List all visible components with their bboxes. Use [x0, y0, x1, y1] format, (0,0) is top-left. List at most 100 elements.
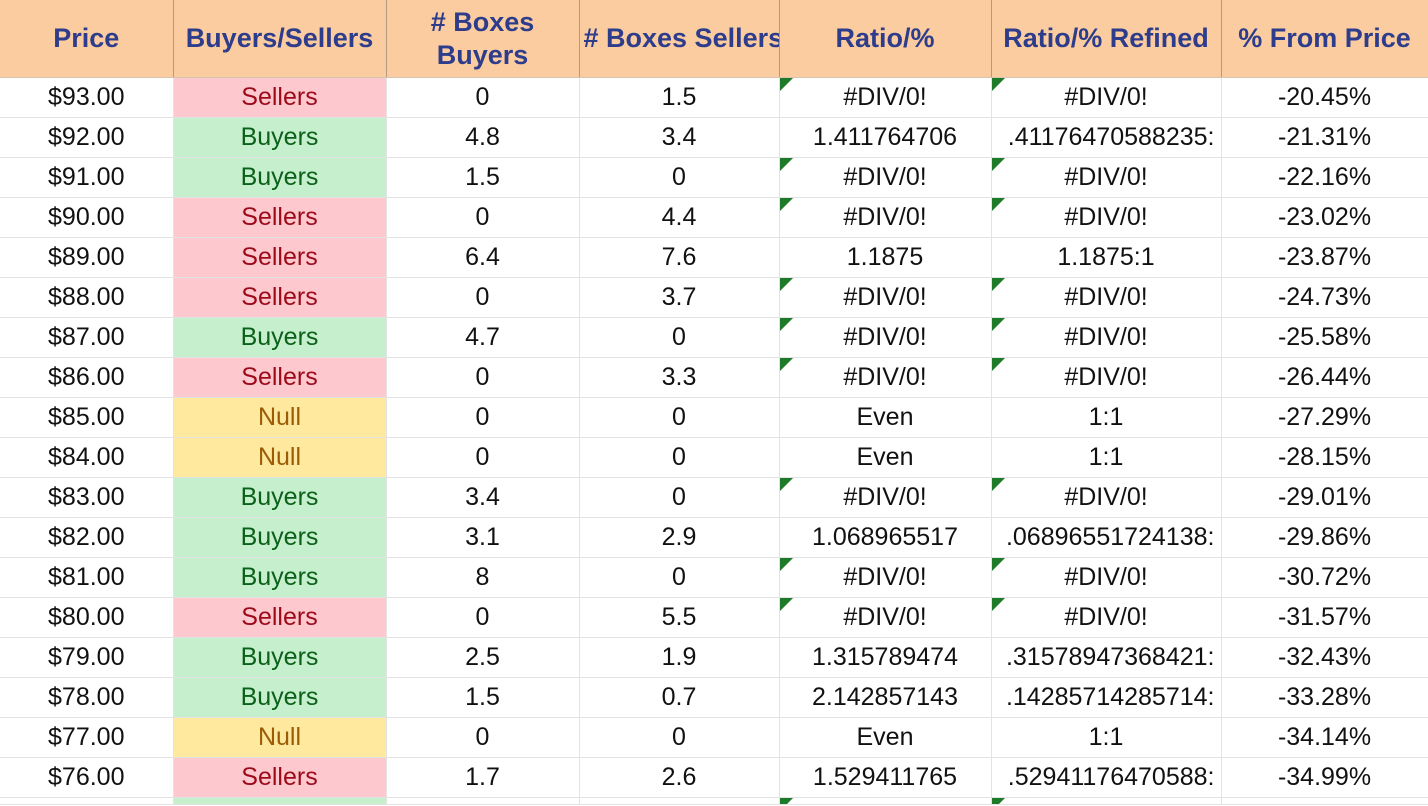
ratio-cell[interactable]: Even	[779, 397, 992, 438]
from-price-cell[interactable]: -34.14%	[1221, 717, 1428, 758]
boxes-sellers-cell[interactable]: 0	[579, 157, 780, 198]
from-price-cell[interactable]: -29.01%	[1221, 477, 1428, 518]
boxes-buyers-cell[interactable]: 0	[386, 717, 580, 758]
ratio-cell[interactable]: #DIV/0!	[779, 597, 992, 638]
from-price-cell[interactable]: -31.57%	[1221, 597, 1428, 638]
from-price-cell[interactable]: -32.43%	[1221, 637, 1428, 678]
boxes-buyers-cell[interactable]: 3.4	[386, 477, 580, 518]
partial-cell[interactable]	[1221, 797, 1428, 805]
from-price-cell[interactable]: -23.87%	[1221, 237, 1428, 278]
boxes-sellers-cell[interactable]: 0	[579, 437, 780, 478]
ratio-cell[interactable]: #DIV/0!	[779, 357, 992, 398]
price-cell[interactable]: $88.00	[0, 277, 174, 318]
ratio-refined-cell[interactable]: #DIV/0!	[991, 77, 1222, 118]
price-cell[interactable]: $90.00	[0, 197, 174, 238]
price-cell[interactable]: $92.00	[0, 117, 174, 158]
price-cell[interactable]: $89.00	[0, 237, 174, 278]
side-cell[interactable]: Sellers	[173, 757, 387, 798]
ratio-cell[interactable]: #DIV/0!	[779, 157, 992, 198]
boxes-sellers-cell[interactable]: 0	[579, 397, 780, 438]
boxes-sellers-cell[interactable]: 2.6	[579, 757, 780, 798]
price-cell[interactable]: $81.00	[0, 557, 174, 598]
side-cell[interactable]: Buyers	[173, 677, 387, 718]
side-cell[interactable]: Buyers	[173, 517, 387, 558]
ratio-refined-cell[interactable]: #DIV/0!	[991, 477, 1222, 518]
from-price-cell[interactable]: -26.44%	[1221, 357, 1428, 398]
from-price-cell[interactable]: -33.28%	[1221, 677, 1428, 718]
boxes-sellers-cell[interactable]: 0	[579, 557, 780, 598]
side-cell[interactable]: Buyers	[173, 157, 387, 198]
boxes-sellers-cell[interactable]: 0	[579, 477, 780, 518]
ratio-refined-cell[interactable]: #DIV/0!	[991, 277, 1222, 318]
price-cell[interactable]: $78.00	[0, 677, 174, 718]
ratio-cell[interactable]: Even	[779, 437, 992, 478]
side-cell[interactable]: Null	[173, 397, 387, 438]
partial-cell[interactable]	[779, 797, 992, 805]
partial-cell[interactable]	[173, 797, 387, 805]
side-cell[interactable]: Sellers	[173, 357, 387, 398]
boxes-buyers-cell[interactable]: 3.1	[386, 517, 580, 558]
ratio-refined-cell[interactable]: .52941176470588:	[991, 757, 1222, 798]
boxes-buyers-cell[interactable]: 8	[386, 557, 580, 598]
price-cell[interactable]: $91.00	[0, 157, 174, 198]
from-price-cell[interactable]: -29.86%	[1221, 517, 1428, 558]
boxes-buyers-cell[interactable]: 0	[386, 357, 580, 398]
ratio-refined-cell[interactable]: #DIV/0!	[991, 197, 1222, 238]
side-cell[interactable]: Buyers	[173, 317, 387, 358]
price-cell[interactable]: $80.00	[0, 597, 174, 638]
ratio-cell[interactable]: #DIV/0!	[779, 557, 992, 598]
ratio-cell[interactable]: Even	[779, 717, 992, 758]
from-price-cell[interactable]: -22.16%	[1221, 157, 1428, 198]
ratio-refined-cell[interactable]: .31578947368421:	[991, 637, 1222, 678]
boxes-sellers-cell[interactable]: 0.7	[579, 677, 780, 718]
boxes-sellers-cell[interactable]: 3.3	[579, 357, 780, 398]
ratio-refined-cell[interactable]: 1:1	[991, 397, 1222, 438]
header-price[interactable]: Price	[0, 0, 174, 78]
side-cell[interactable]: Buyers	[173, 117, 387, 158]
partial-cell[interactable]	[0, 797, 174, 805]
price-cell[interactable]: $77.00	[0, 717, 174, 758]
price-cell[interactable]: $82.00	[0, 517, 174, 558]
price-cell[interactable]: $85.00	[0, 397, 174, 438]
ratio-cell[interactable]: 1.411764706	[779, 117, 992, 158]
from-price-cell[interactable]: -28.15%	[1221, 437, 1428, 478]
side-cell[interactable]: Buyers	[173, 477, 387, 518]
header-ratio-refined[interactable]: Ratio/% Refined	[991, 0, 1222, 78]
ratio-cell[interactable]: #DIV/0!	[779, 477, 992, 518]
header-from-price[interactable]: % From Price	[1221, 0, 1428, 78]
from-price-cell[interactable]: -21.31%	[1221, 117, 1428, 158]
price-cell[interactable]: $86.00	[0, 357, 174, 398]
ratio-refined-cell[interactable]: #DIV/0!	[991, 317, 1222, 358]
ratio-cell[interactable]: #DIV/0!	[779, 197, 992, 238]
ratio-cell[interactable]: 1.315789474	[779, 637, 992, 678]
header-buyers-sellers[interactable]: Buyers/Sellers	[173, 0, 387, 78]
boxes-sellers-cell[interactable]: 3.4	[579, 117, 780, 158]
side-cell[interactable]: Buyers	[173, 557, 387, 598]
ratio-refined-cell[interactable]: #DIV/0!	[991, 357, 1222, 398]
price-cell[interactable]: $87.00	[0, 317, 174, 358]
boxes-sellers-cell[interactable]: 1.5	[579, 77, 780, 118]
side-cell[interactable]: Sellers	[173, 597, 387, 638]
header-ratio[interactable]: Ratio/%	[779, 0, 992, 78]
ratio-cell[interactable]: 1.068965517	[779, 517, 992, 558]
from-price-cell[interactable]: -24.73%	[1221, 277, 1428, 318]
boxes-buyers-cell[interactable]: 4.8	[386, 117, 580, 158]
side-cell[interactable]: Sellers	[173, 277, 387, 318]
boxes-buyers-cell[interactable]: 0	[386, 397, 580, 438]
ratio-cell[interactable]: 2.142857143	[779, 677, 992, 718]
from-price-cell[interactable]: -20.45%	[1221, 77, 1428, 118]
boxes-buyers-cell[interactable]: 6.4	[386, 237, 580, 278]
header-boxes-buyers[interactable]: # Boxes Buyers	[386, 0, 580, 78]
boxes-buyers-cell[interactable]: 0	[386, 437, 580, 478]
partial-cell[interactable]	[579, 797, 780, 805]
boxes-buyers-cell[interactable]: 1.5	[386, 677, 580, 718]
boxes-buyers-cell[interactable]: 0	[386, 277, 580, 318]
boxes-buyers-cell[interactable]: 1.5	[386, 157, 580, 198]
from-price-cell[interactable]: -34.99%	[1221, 757, 1428, 798]
price-cell[interactable]: $93.00	[0, 77, 174, 118]
side-cell[interactable]: Null	[173, 437, 387, 478]
ratio-cell[interactable]: #DIV/0!	[779, 277, 992, 318]
boxes-sellers-cell[interactable]: 4.4	[579, 197, 780, 238]
ratio-refined-cell[interactable]: 1.1875:1	[991, 237, 1222, 278]
ratio-cell[interactable]: #DIV/0!	[779, 77, 992, 118]
